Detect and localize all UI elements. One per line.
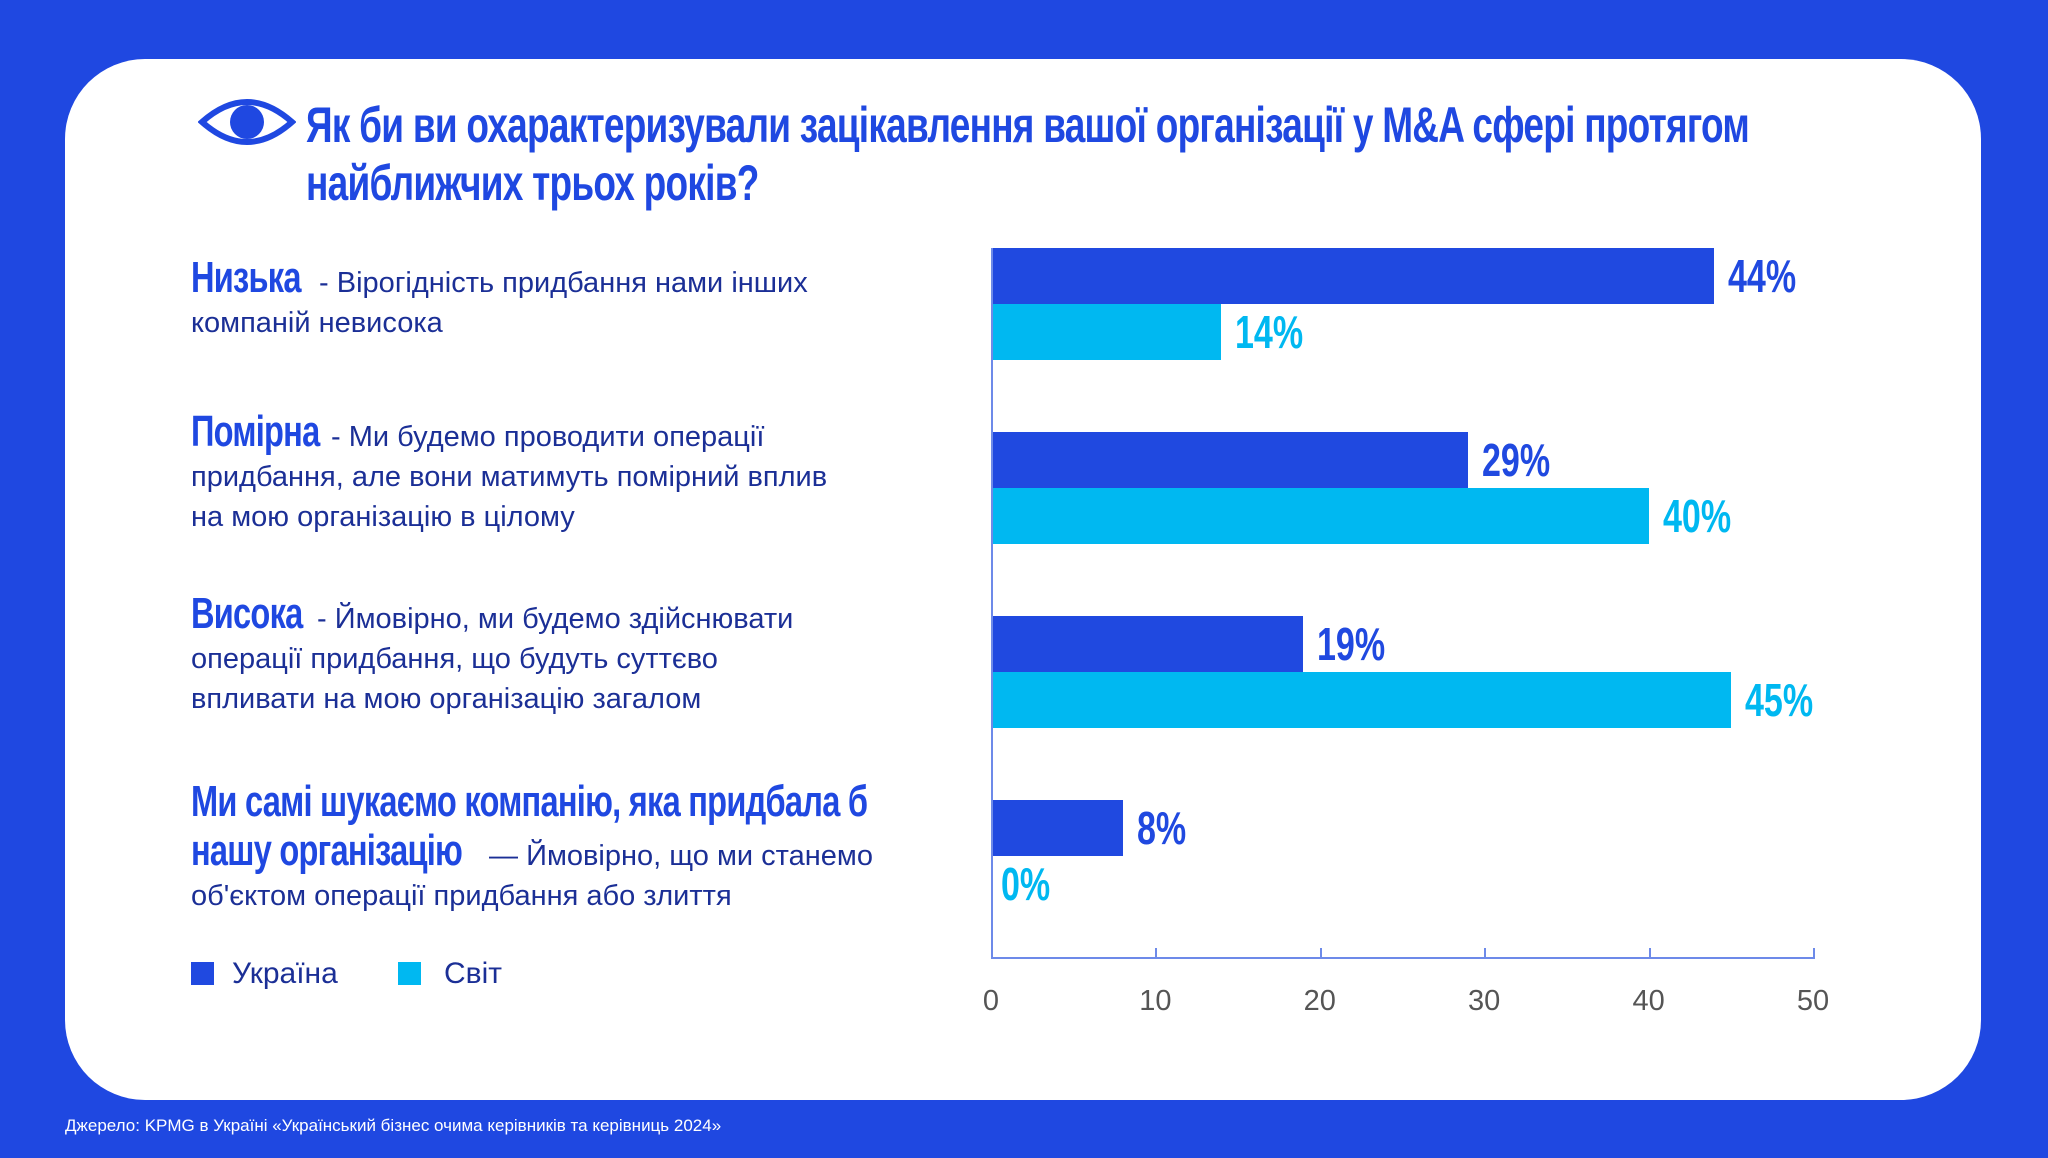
data-label: 29%	[1481, 434, 1550, 486]
data-label: 40%	[1662, 490, 1731, 542]
category-head: Помірна	[191, 407, 320, 456]
data-label: 45%	[1744, 674, 1813, 726]
legend-swatch-world	[398, 962, 421, 985]
x-tick-mark	[1484, 948, 1487, 958]
category-high: Висока - Ймовірно, ми будемо здійснювати…	[191, 589, 951, 719]
category-desc: - Вірогідність придбання нами інших	[311, 267, 808, 299]
category-head: нашу організацію	[191, 826, 463, 875]
data-label: 14%	[1235, 306, 1304, 358]
x-tick-label: 40	[1632, 985, 1665, 1017]
category-moderate: Помірна - Ми будемо проводити операції п…	[191, 407, 951, 537]
bar-world	[991, 488, 1649, 544]
bar-ukraine	[991, 616, 1304, 672]
bar-world	[991, 672, 1731, 728]
page-title: Як би ви охарактеризували зацікавлення в…	[306, 96, 2048, 212]
category-desc: придбання, але вони матимуть помірний вп…	[191, 461, 828, 493]
legend-swatch-ukraine	[191, 962, 214, 985]
x-tick-mark	[1648, 948, 1651, 958]
category-desc: операції придбання, що будуть суттєво	[191, 643, 718, 675]
x-tick-label: 30	[1468, 985, 1501, 1017]
x-tick-label: 0	[982, 985, 1000, 1017]
category-desc: об'єктом операції придбання або злиття	[191, 880, 732, 912]
eye-icon	[198, 99, 296, 145]
card	[65, 59, 1981, 1100]
x-axis-line	[991, 957, 1815, 959]
title-line-2: найближчих трьох років?	[306, 155, 759, 211]
data-label: 44%	[1728, 250, 1797, 302]
category-low: Низька - Вірогідність придбання нами інш…	[191, 253, 951, 343]
category-desc: компаній невисока	[191, 307, 443, 339]
x-tick-mark	[1319, 948, 1322, 958]
x-tick-label: 20	[1303, 985, 1336, 1017]
x-tick-mark	[1155, 948, 1158, 958]
data-label: 19%	[1317, 618, 1386, 670]
legend-label-world: Світ	[444, 957, 503, 990]
bar-ukraine	[991, 248, 1715, 304]
category-seeking-buyer: Ми самі шукаємо компанію, яка придбала б…	[191, 780, 951, 914]
category-head: Низька	[191, 253, 301, 302]
category-head: Висока	[191, 589, 303, 638]
category-desc: на мою організацію в цілому	[191, 501, 575, 533]
category-desc: — Ймовірно, що ми станемо	[481, 840, 873, 872]
bar-ukraine	[991, 800, 1123, 856]
category-head: Ми самі шукаємо компанію, яка придбала б	[191, 777, 868, 826]
bar-world	[991, 304, 1222, 360]
data-label: 8%	[1136, 802, 1186, 854]
x-tick-label: 50	[1796, 985, 1830, 1017]
title-line-1: Як би ви охарактеризували зацікавлення в…	[306, 97, 1750, 153]
category-desc: - Ймовірно, ми будемо здійснювати	[309, 603, 794, 635]
bar-ukraine	[991, 432, 1468, 488]
legend-label-ukraine: Україна	[232, 957, 338, 990]
data-label: 0%	[1001, 858, 1051, 910]
x-tick-mark	[991, 948, 993, 958]
y-axis-line	[991, 248, 993, 957]
x-tick-label: 10	[1139, 985, 1172, 1017]
category-desc: впливати на мою організацію загалом	[191, 683, 702, 715]
x-tick-mark	[1813, 948, 1815, 958]
category-desc: - Ми будемо проводити операції	[323, 421, 765, 453]
source-footer: Джерело: KPMG в Україні «Український біз…	[65, 1116, 722, 1135]
